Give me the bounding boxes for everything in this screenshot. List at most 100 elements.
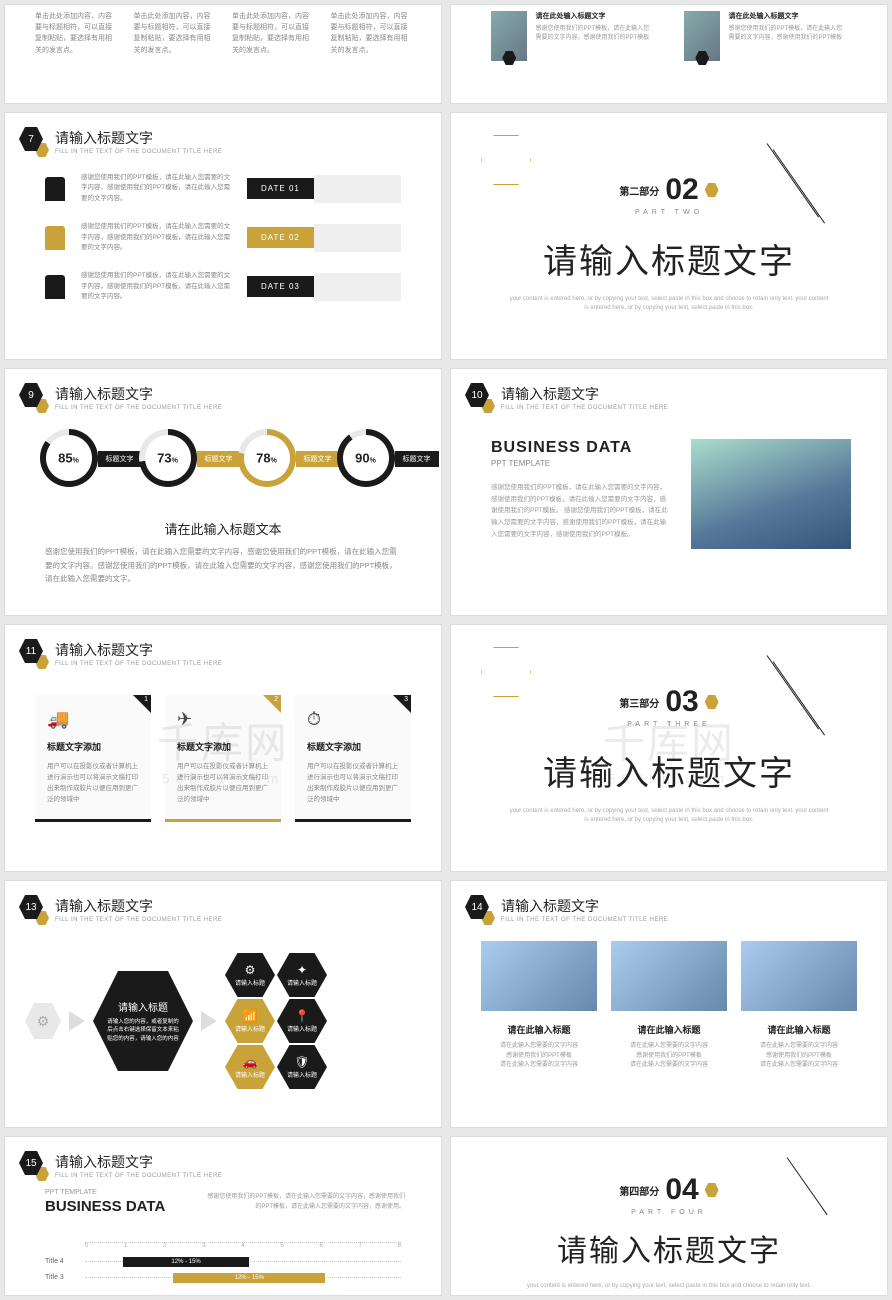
title-block: 10 请输入标题文字FILL IN THE TEXT OF THE DOCUME… (465, 383, 668, 411)
placeholder-image (491, 11, 527, 61)
slide-title-en: FILL IN THE TEXT OF THE DOCUMENT TITLE H… (55, 149, 222, 155)
decor-line (787, 1157, 828, 1215)
image-item-1: 请在此处输入标题文字感谢您使用我们的PPT模板，请在此输入您需要的文字内容，感谢… (491, 11, 654, 61)
subtitle: 请在此输入标题文本 (5, 519, 441, 538)
title-block: 15 请输入标题文字FILL IN THE TEXT OF THE DOCUME… (19, 1151, 222, 1179)
date-row: 感谢您使用我们的PPT模板，请在此输入您需要的文字内容，感谢使用我们的PPT模板… (45, 271, 401, 302)
col-heading: 请在此输入标题 (741, 1023, 857, 1036)
slide-title: 请输入标题文字 (501, 384, 668, 404)
col-body: 请在此输入您需要的文字内容感谢使用我们的PPT模板请在此输入您需要的文字内容 (481, 1042, 597, 1071)
item-heading: 请在此处输入标题文字 (728, 11, 847, 21)
col-body: 请在此输入您需要的文字内容感谢使用我们的PPT模板请在此输入您需要的文字内容 (611, 1042, 727, 1071)
slide-11: 11 请输入标题文字FILL IN THE TEXT OF THE DOCUME… (4, 624, 442, 872)
progress-ring: 85% 标题文字 (40, 429, 110, 487)
gantt-row: Title 3 12% - 15% (45, 1269, 401, 1285)
col-1: 单击此处添加内容，内容要与标题相符，可以直接复制粘贴，要选择有用相关的发言点。 (35, 11, 116, 56)
big-hex: 请输入标题请输入您的内容，或者复制的后点击右键选择保留文本来粘贴您的内容，请输入… (93, 971, 193, 1071)
slide-15-partial: 15 请输入标题文字FILL IN THE TEXT OF THE DOCUME… (4, 1136, 442, 1296)
col-heading: 请在此输入标题 (611, 1023, 727, 1036)
slide-title-en: FILL IN THE TEXT OF THE DOCUMENT TITLE H… (55, 1173, 222, 1179)
slide-grid: 单击此处添加内容，内容要与标题相符，可以直接复制粘贴，要选择有用相关的发言点。 … (0, 0, 892, 1300)
info-card: 1 🚚 标题文字添加 用户可以在投影仪或者计算机上进行演示也可以将演示文稿打印出… (35, 695, 151, 822)
small-hex: ⚙请输入标题 (225, 953, 275, 997)
placeholder-image (741, 941, 857, 1011)
image-column: 请在此输入标题 请在此输入您需要的文字内容感谢使用我们的PPT模板请在此输入您需… (741, 941, 857, 1071)
gantt-bar: 12% - 15% (173, 1273, 325, 1283)
slide-title-en: FILL IN THE TEXT OF THE DOCUMENT TITLE H… (55, 405, 222, 411)
progress-ring: 73% 标题文字 (139, 429, 209, 487)
item-body: 感谢您使用我们的PPT模板，请在此输入您需要的文字内容，感谢使用我们的PPT模板 (535, 25, 654, 43)
ring-label: 标题文字 (296, 451, 340, 467)
section-part: PART FOUR (451, 1209, 887, 1216)
progress-ring: 78% 标题文字 (238, 429, 308, 487)
progress-ring: 90% 标题文字 (337, 429, 407, 487)
date-row: 感谢您使用我们的PPT模板，请在此输入您需要的文字内容，感谢使用我们的PPT模板… (45, 222, 401, 253)
image-column: 请在此输入标题 请在此输入您需要的文字内容感谢使用我们的PPT模板请在此输入您需… (481, 941, 597, 1071)
info-card: 3 ⏱ 标题文字添加 用户可以在投影仪或者计算机上进行演示也可以将演示文稿打印出… (295, 695, 411, 822)
slide-5-partial: 单击此处添加内容，内容要与标题相符，可以直接复制粘贴，要选择有用相关的发言点。 … (4, 4, 442, 104)
section-num: 第四部分04 (619, 1173, 718, 1207)
slide-title: 请输入标题文字 (55, 128, 222, 148)
col-2: 单击此处添加内容，内容要与标题相符，可以直接复制粘贴，要选择有用相关的发言点。 (134, 11, 215, 56)
card-heading: 标题文字添加 (177, 740, 269, 753)
col-body: 请在此输入您需要的文字内容感谢使用我们的PPT模板请在此输入您需要的文字内容 (741, 1042, 857, 1071)
col-3: 单击此处添加内容，内容要与标题相符，可以直接复制粘贴，要选择有用相关的发言点。 (232, 11, 313, 56)
date-bar: DATE 02 (247, 224, 401, 252)
placeholder-image (481, 941, 597, 1011)
gantt-bar: 12% - 15% (123, 1257, 249, 1267)
section-title: 请输入标题文字 (451, 746, 887, 795)
section-desc: your content is entered here, or by copy… (509, 807, 829, 825)
business-data-sub: PPT TEMPLATE (491, 459, 671, 468)
item-heading: 请在此处输入标题文字 (535, 11, 654, 21)
battery-icon (45, 226, 65, 250)
arrow-icon (201, 1011, 217, 1031)
small-hex: 🛡请输入标题 (277, 1045, 327, 1089)
slide-title: 请输入标题文字 (501, 896, 668, 916)
business-data-heading: BUSINESS DATA (491, 439, 671, 457)
row-label: Title 4 (45, 1258, 85, 1265)
arrow-icon (69, 1011, 85, 1031)
slide-title: 请输入标题文字 (55, 384, 222, 404)
slide-title-en: FILL IN THE TEXT OF THE DOCUMENT TITLE H… (55, 661, 222, 667)
row-text: 感谢您使用我们的PPT模板，请在此输入您需要的文字内容，感谢使用我们的PPT模板… (81, 222, 231, 253)
section-num: 第三部分03 (619, 685, 718, 719)
battery-icon (45, 177, 65, 201)
section-title: 请输入标题文字 (451, 234, 887, 283)
card-heading: 标题文字添加 (307, 740, 399, 753)
card-body: 用户可以在投影仪或者计算机上进行演示也可以将演示文稿打印出来制作成胶片以便应用到… (47, 761, 139, 805)
gantt-row: Title 4 12% - 15% (45, 1253, 401, 1269)
slide-title: 请输入标题文字 (55, 896, 222, 916)
card-icon: 🚚 (47, 709, 139, 730)
card-icon: ⏱ (307, 709, 399, 730)
gear-hex-icon: ⚙ (25, 1003, 61, 1039)
section-num: 第二部分02 (619, 173, 718, 207)
slide-title: 请输入标题文字 (55, 1152, 222, 1172)
card-heading: 标题文字添加 (47, 740, 139, 753)
small-hex: ✦请输入标题 (277, 953, 327, 997)
title-block: 7 请输入标题文字FILL IN THE TEXT OF THE DOCUMEN… (19, 127, 222, 155)
ring-label: 标题文字 (98, 451, 142, 467)
decor-hex-icon (481, 647, 531, 697)
small-hex: 🚗请输入标题 (225, 1045, 275, 1089)
item-body: 感谢您使用我们的PPT模板，请在此输入您需要的文字内容，感谢使用我们的PPT模板 (728, 25, 847, 43)
slide-10: 10 请输入标题文字FILL IN THE TEXT OF THE DOCUME… (450, 368, 888, 616)
section-title: 请输入标题文字 (451, 1226, 887, 1270)
col-heading: 请在此输入标题 (481, 1023, 597, 1036)
title-block: 14 请输入标题文字FILL IN THE TEXT OF THE DOCUME… (465, 895, 668, 923)
slide-title-en: FILL IN THE TEXT OF THE DOCUMENT TITLE H… (55, 917, 222, 923)
chart-desc: 感谢您使用我们的PPT模板，请在此输入您需要的文字内容，感谢使用我们的PPT模板… (205, 1193, 405, 1212)
date-row: 感谢您使用我们的PPT模板，请在此输入您需要的文字内容，感谢使用我们的PPT模板… (45, 173, 401, 204)
title-block: 11 请输入标题文字FILL IN THE TEXT OF THE DOCUME… (19, 639, 222, 667)
col-4: 单击此处添加内容，内容要与标题相符，可以直接复制粘贴，要选择有用相关的发言点。 (331, 11, 412, 56)
battery-icon (45, 275, 65, 299)
placeholder-image (611, 941, 727, 1011)
decor-hex-icon (481, 135, 531, 185)
section-part: PART THREE (451, 721, 887, 728)
date-bar: DATE 03 (247, 273, 401, 301)
ring-label: 标题文字 (197, 451, 241, 467)
slide-6-partial: 请在此处输入标题文字感谢您使用我们的PPT模板，请在此输入您需要的文字内容，感谢… (450, 4, 888, 104)
slide-title-en: FILL IN THE TEXT OF THE DOCUMENT TITLE H… (501, 405, 668, 411)
section-3-divider: 第三部分03 PART THREE 请输入标题文字 your content i… (450, 624, 888, 872)
card-icon: ✈ (177, 709, 269, 730)
section-4-divider: 第四部分04 PART FOUR 请输入标题文字 your content is… (450, 1136, 888, 1296)
